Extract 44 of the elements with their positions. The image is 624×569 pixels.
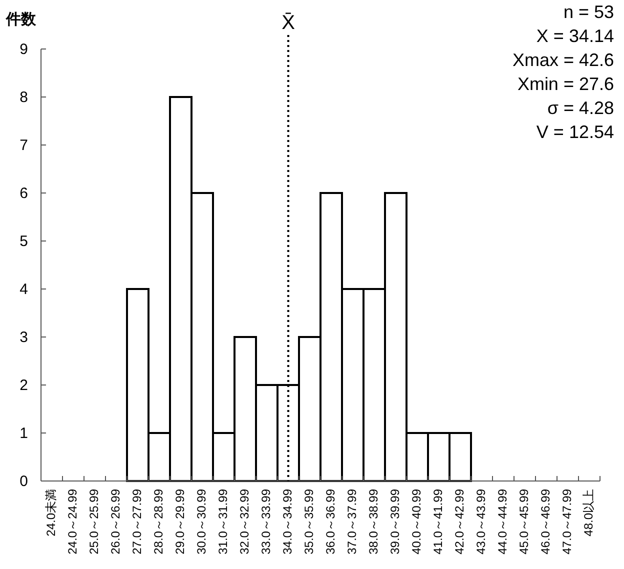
annotation: V = 12.54 [536,122,614,142]
x-tick-label: 48.0以上 [581,489,596,536]
x-tick-label: 28.0～28.99 [151,488,166,554]
x-tick-label: 34.0～34.99 [280,488,294,554]
y-tick-label: 4 [20,281,28,298]
y-tick-label: 1 [20,425,28,442]
x-tick-label: 42.0～42.99 [452,488,466,554]
x-tick-label: 38.0～38.99 [366,488,380,554]
annotation: Xmax = 42.6 [512,50,614,70]
x-tick-label: 29.0～29.99 [172,488,187,554]
y-axis-title: 件数 [5,11,37,28]
y-tick-label: 7 [20,137,28,154]
y-tick-label: 9 [20,41,28,58]
x-tick-label: 32.0～32.99 [237,488,252,554]
x-tick-label: 39.0～39.99 [388,488,402,554]
y-tick-label: 5 [20,233,28,250]
x-tick-label: 25.0～25.99 [86,488,101,554]
ref-line-label: X̄ [282,12,295,34]
text: n = 53 [563,2,614,22]
x-tick-label: 33.0～33.99 [258,488,273,554]
x-tick-label: 26.0～26.99 [108,488,122,554]
x-tick-label: 37.0～37.99 [344,488,359,554]
x-tick-label: 46.0～46.99 [538,488,552,554]
x-tick-label: 27.0～27.99 [130,488,144,554]
x-tick-label: 47.0～47.99 [560,488,574,554]
x-tick-label: 41.0～41.99 [430,488,445,554]
x-tick-label: 24.0～24.99 [65,488,80,554]
x-tick-label: 44.0～44.99 [495,488,510,554]
x-tick-label: 43.0～43.99 [474,488,488,554]
y-tick-label: 8 [20,89,28,106]
y-tick-label: 0 [20,473,28,490]
annotation: σ = 4.28 [547,98,614,118]
y-tick-label: 6 [20,185,28,202]
annotation: Xmin = 27.6 [517,74,614,94]
x-tick-label: 30.0～30.99 [194,488,208,554]
x-tick-label: 24.0未満 [44,489,58,536]
x-tick-label: 45.0～45.99 [516,488,531,554]
x-tick-label: 35.0～35.99 [302,488,316,554]
x-tick-label: 40.0～40.99 [409,488,424,554]
x-tick-label: 31.0～31.99 [216,488,230,554]
y-tick-label: 3 [20,329,28,346]
x-tick-label: 36.0～36.99 [323,488,338,554]
y-tick-label: 2 [20,377,28,394]
text: X = 34.14 [536,26,614,46]
